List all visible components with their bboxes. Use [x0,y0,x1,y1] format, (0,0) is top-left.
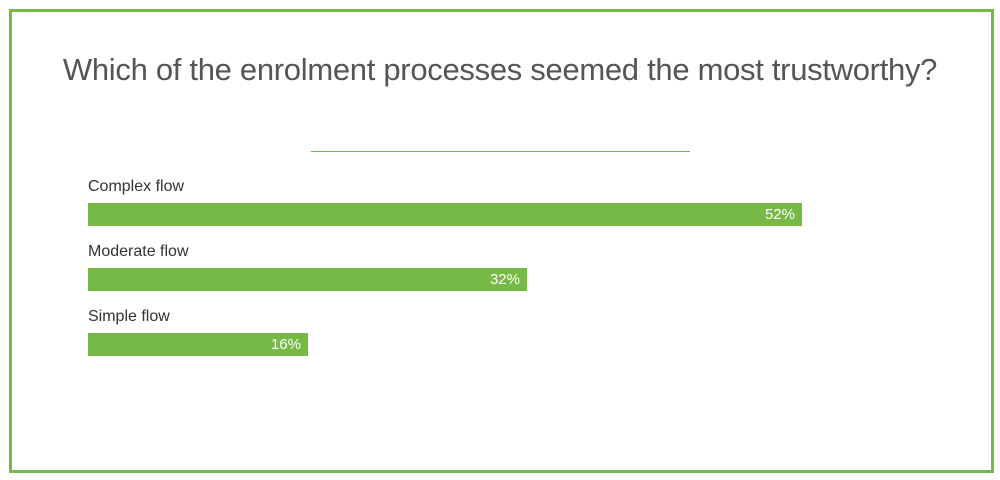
chart-frame [9,9,994,473]
bar: 32% [88,268,527,291]
bar-chart: Complex flow 52% Moderate flow 32% Simple fl… [88,176,912,366]
category-label: Moderate flow [88,243,189,260]
bar-track: 52% [88,203,912,226]
bar-track: 16% [88,333,912,356]
bar-row: Simple flow 16% [88,306,912,361]
bar: 16% [88,333,308,356]
title-divider [311,151,690,152]
data-label: 52% [764,206,795,223]
category-label: Complex flow [88,178,185,195]
category-label: Simple flow [88,308,170,325]
data-label: 16% [270,336,301,353]
data-label: 32% [489,271,520,288]
bar: 52% [88,203,802,226]
chart-title: Which of the enrolment processes seemed … [62,52,938,87]
bar-row: Moderate flow 32% [88,241,912,296]
bar-track: 32% [88,268,912,291]
bar-row: Complex flow 52% [88,176,912,231]
